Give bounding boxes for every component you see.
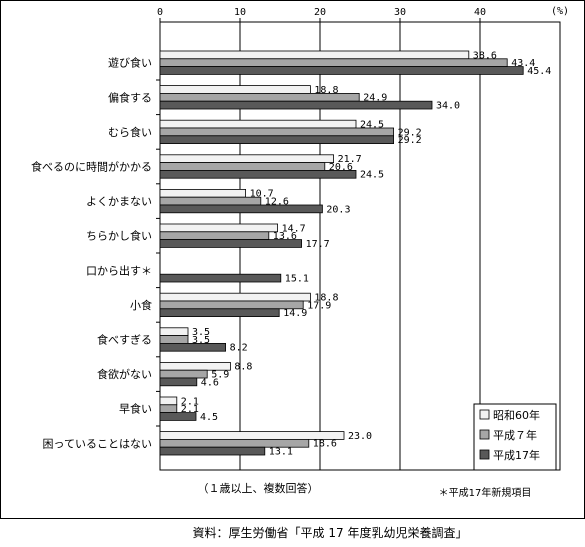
bar-1-0	[159, 85, 311, 94]
value-label-5-1: 13.6	[273, 231, 297, 242]
bar-7-0	[159, 292, 311, 302]
category-label-9: 食欲がない	[97, 367, 152, 381]
bar-0-2	[159, 66, 524, 75]
value-label-4-1: 12.6	[265, 197, 289, 208]
tick-label-x-30: 30	[394, 7, 406, 18]
category-label-0: 遊び食い	[108, 56, 152, 70]
bar-7-1	[159, 300, 304, 310]
basis-note: （１歳以上、複数回答）	[198, 481, 319, 495]
value-label-10-0: 2.1	[181, 396, 199, 407]
tick-label-x-0: 0	[157, 7, 163, 18]
tick-label-x-40: 40	[474, 7, 486, 18]
category-label-3: 食べるのに時間がかかる	[31, 160, 152, 174]
bar-10-2	[159, 412, 197, 421]
value-label-2-0: 24.5	[360, 120, 384, 131]
bar-11-2	[159, 446, 266, 456]
value-label-10-1: 2.1	[181, 404, 199, 415]
bar-10-1	[159, 404, 178, 413]
bar-0-0	[159, 50, 470, 60]
value-label-11-2: 13.1	[269, 447, 293, 458]
value-label-0-0: 38.6	[473, 50, 497, 61]
value-label-1-1: 24.9	[363, 93, 387, 104]
value-label-4-0: 10.7	[250, 189, 274, 200]
bar-3-1	[159, 162, 326, 171]
value-label-1-2: 34.0	[436, 101, 460, 112]
category-label-7: 小食	[130, 298, 152, 312]
value-label-5-0: 14.7	[282, 223, 306, 234]
category-label-2: むら食い	[108, 125, 152, 139]
bar-2-1	[159, 127, 395, 137]
value-label-9-2: 4.6	[201, 377, 219, 388]
value-label-11-1: 18.6	[313, 439, 337, 450]
category-label-10: 早食い	[119, 402, 152, 416]
bar-0-1	[159, 58, 508, 67]
unit-label: (%)	[551, 6, 569, 17]
legend-label-2: 平成17年	[493, 448, 540, 462]
category-label-6: 口から出す＊	[86, 263, 152, 277]
value-label-9-0: 8.8	[234, 362, 252, 373]
bar-1-2	[159, 100, 433, 110]
value-label-2-2: 29.2	[398, 135, 422, 146]
tick-label-x-20: 20	[314, 7, 326, 18]
bar-5-2	[159, 239, 303, 248]
value-label-7-1: 17.9	[307, 300, 331, 311]
value-label-4-2: 20.3	[326, 204, 350, 215]
category-label-11: 困っていることはない	[43, 437, 152, 450]
value-label-7-0: 18.8	[314, 293, 338, 304]
bar-5-0	[159, 223, 278, 233]
category-label-5: ちらかし食い	[86, 229, 152, 243]
value-label-3-0: 21.7	[338, 154, 362, 165]
legend-swatch-1	[479, 429, 490, 440]
bar-3-0	[159, 154, 335, 164]
legend-swatch-2	[479, 449, 490, 460]
bar-10-0	[159, 396, 178, 406]
value-label-5-2: 17.7	[306, 239, 330, 250]
bar-8-1	[159, 335, 189, 344]
value-label-7-2: 14.9	[283, 308, 307, 319]
source-note: 資料：厚生労働省「平成 17 年度乳幼児栄養調査」	[193, 525, 468, 540]
bar-2-0	[159, 119, 357, 129]
value-label-1-0: 18.8	[314, 85, 338, 96]
bar-2-2	[159, 135, 395, 145]
value-label-9-1: 5.9	[211, 370, 229, 381]
value-label-3-1: 20.6	[329, 162, 353, 173]
bar-1-1	[159, 93, 360, 102]
value-label-10-2: 4.5	[200, 412, 218, 423]
legend-swatch-0	[479, 409, 490, 420]
value-label-0-2: 45.4	[527, 66, 551, 77]
value-label-8-0: 3.5	[192, 327, 210, 338]
value-label-0-1: 43.4	[511, 58, 535, 69]
value-label-8-2: 8.2	[230, 343, 248, 354]
category-label-4: よくかまない	[86, 195, 152, 208]
bar-7-2	[159, 308, 280, 317]
category-label-8: 食べすぎる	[97, 333, 152, 347]
value-label-6-2: 15.1	[285, 274, 309, 285]
legend-label-1: 平成７年	[493, 428, 537, 442]
value-label-3-2: 24.5	[360, 170, 384, 181]
bar-4-0	[159, 188, 246, 198]
new-item-note: ＊平成17年新規項目	[439, 486, 532, 499]
bar-5-1	[159, 231, 270, 241]
tick-label-x-10: 10	[234, 7, 246, 18]
bar-6-2	[159, 273, 282, 283]
value-label-8-1: 3.5	[192, 335, 210, 346]
bar-8-0	[159, 327, 189, 336]
value-label-2-1: 29.2	[398, 127, 422, 138]
bar-3-2	[159, 169, 357, 179]
category-label-1: 偏食する	[108, 90, 152, 104]
bar-4-2	[159, 204, 323, 214]
value-label-11-0: 23.0	[348, 431, 372, 442]
bar-4-1	[159, 196, 262, 206]
legend-label-0: 昭和60年	[493, 408, 540, 422]
bar-9-2	[159, 377, 198, 387]
bar-8-2	[159, 342, 226, 352]
